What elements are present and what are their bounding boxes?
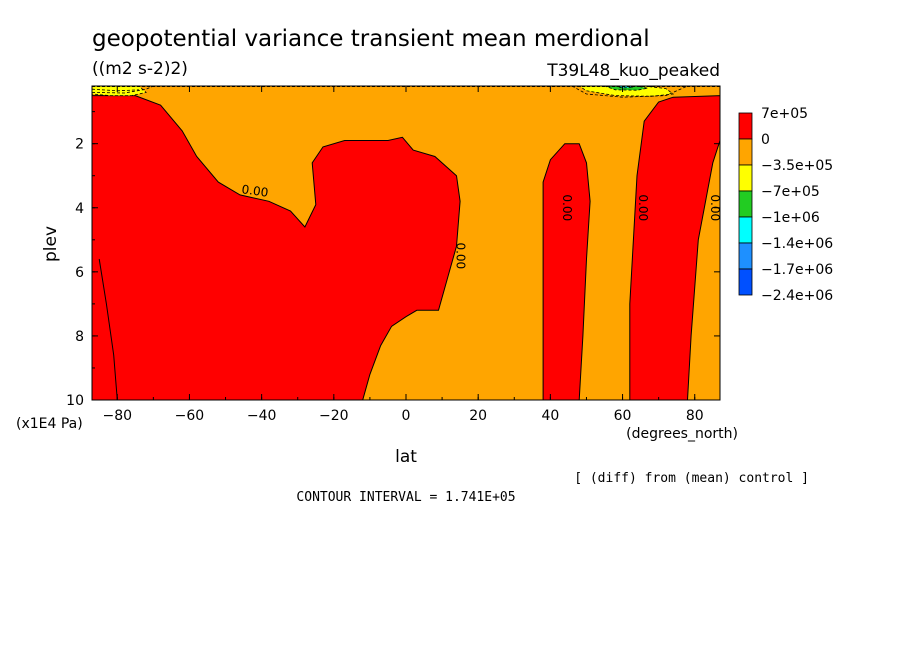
colorbar-label: −3.5e+05 [761,158,833,174]
x-axis-label: lat [395,447,417,467]
y-tick-label: 10 [66,393,84,409]
y-axis-label: plev [41,226,61,262]
contour-line-sh-edge [98,258,118,401]
region-nh-top-negative [577,85,675,97]
colorbar-label: 7e+05 [761,106,808,122]
colorbar-label: −1.7e+06 [761,262,833,278]
x-tick-label: 0 [402,408,411,424]
experiment-label: T39L48_kuo_peaked [546,61,720,81]
colorbar-label: 0 [761,132,770,148]
colorbar-label: −1e+06 [761,210,820,226]
x-axis: −80 −60 −40 −20 0 20 40 60 80 [102,86,704,424]
colorbar-swatch [738,112,753,140]
x-axis-units: (degrees_north) [626,426,738,442]
contour-label: 0.00 [560,194,574,221]
colorbar-swatch [738,138,753,166]
colorbar-label: −2.4e+06 [761,288,833,304]
y-tick-label: 6 [75,265,84,281]
x-tick-label: −60 [175,408,205,424]
diff-note: [ (diff) from (mean) control ] [574,471,809,486]
plot-area: 0.000.000.00 0.00 0.00 [91,85,722,401]
region-tropical-band-north [542,143,591,401]
x-tick-label: −20 [319,408,349,424]
colorbar-swatch [738,190,753,218]
positive-regions [91,95,721,401]
chart-title: geopotential variance transient mean mer… [92,26,650,52]
x-tick-label: −80 [102,408,132,424]
x-tick-label: 80 [686,408,704,424]
contour-label: 0.00 [636,194,650,221]
y-tick-label: 4 [75,201,84,217]
y-axis: 2 4 6 8 10 [66,111,720,409]
y-tick-label: 2 [75,137,84,153]
y-axis-units: (x1E4 Pa) [16,416,83,432]
dashed-contour-1 [91,85,154,94]
region-southern-hemisphere-lobe [91,95,461,401]
x-tick-label: −40 [247,408,277,424]
contour-interval: CONTOUR INTERVAL = 1.741E+05 [296,490,515,505]
y-tick-label: 8 [75,329,84,345]
x-tick-label: 40 [541,408,559,424]
colorbar-swatch [738,242,753,270]
colorbar: 7e+05 0 −3.5e+05 −7e+05 −1e+06 −1.4e+06 −1.7e+… [738,106,833,304]
contour-label: 0.00 [454,242,468,269]
colorbar-swatch [738,164,753,192]
x-tick-label: 60 [614,408,632,424]
x-tick-label: 20 [469,408,487,424]
colorbar-label: −1.4e+06 [761,236,833,252]
contour-label-group: 0.000.000.00 0.00 0.00 [241,182,722,269]
colorbar-swatch [738,216,753,244]
colorbar-label: −7e+05 [761,184,820,200]
contour-label: 0.00 [241,182,269,200]
chart-units: ((m2 s-2)2) [92,59,188,79]
colorbar-swatch [738,268,753,296]
